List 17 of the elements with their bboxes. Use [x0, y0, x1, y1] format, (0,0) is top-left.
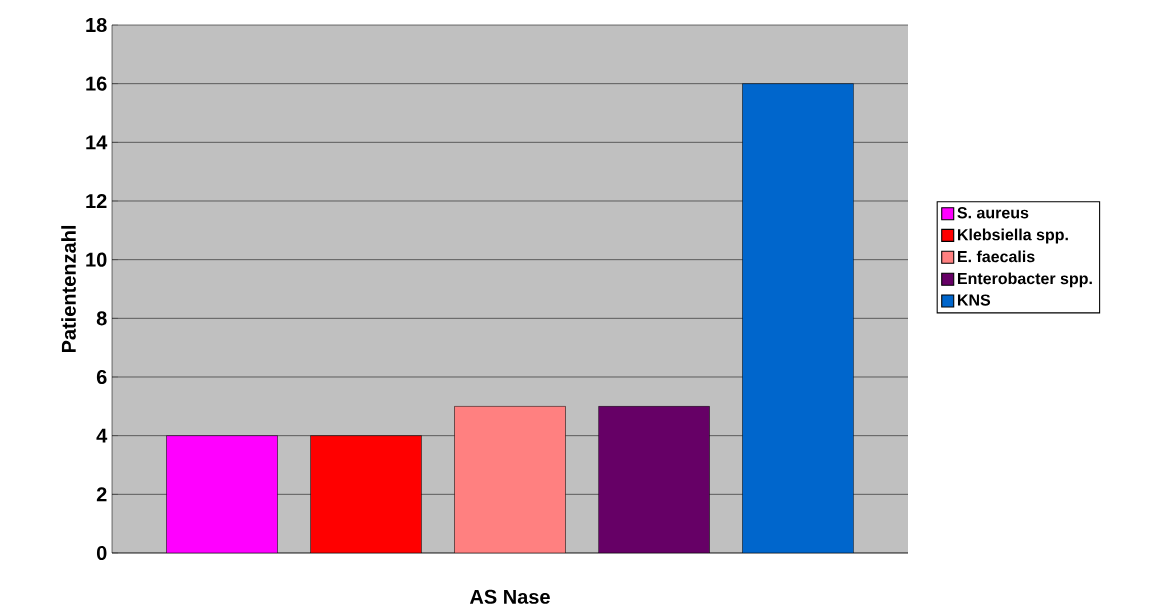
x-tick-label: AS Nase	[469, 589, 550, 604]
y-tick-label: 4	[96, 428, 108, 443]
legend-label: E. faecalis	[957, 250, 1035, 263]
y-axis-title: Patientenzahl	[61, 225, 76, 353]
y-tick-label: 16	[86, 76, 107, 91]
y-tick-label: 18	[86, 17, 107, 33]
legend-label: Enterobacter spp.	[957, 272, 1092, 288]
y-tick-label: 10	[86, 252, 107, 267]
y-tick-label: 2	[96, 487, 107, 502]
y-tick-label: 6	[96, 369, 107, 385]
y-tick-label: 8	[96, 311, 107, 326]
legend-label: KNS	[957, 294, 991, 306]
y-tick-label: 12	[86, 194, 107, 208]
legend-label: S. aureus	[957, 207, 1029, 219]
legend-label: Klebsiella spp.	[957, 228, 1068, 244]
y-tick-label: 14	[86, 135, 108, 150]
y-tick-label: 0	[96, 545, 107, 561]
